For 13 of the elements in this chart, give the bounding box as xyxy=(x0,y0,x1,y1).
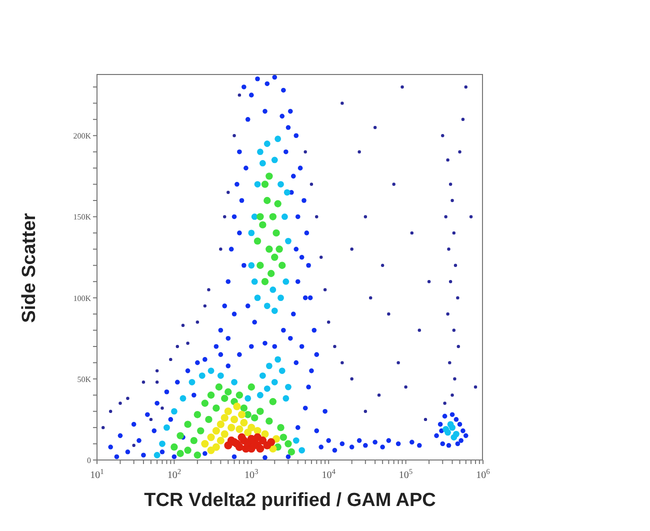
y-tick-label: 50K xyxy=(77,374,92,384)
x-axis-title: TCR Vdelta2 purified / GAM APC xyxy=(143,490,437,512)
y-tick-label: 100K xyxy=(73,294,92,303)
x-tick-label: 10$^{6}$ xyxy=(476,466,490,481)
x-tick-label: 10$^{2}$ xyxy=(167,466,182,481)
y-axis-title: Side Scatter xyxy=(19,213,41,323)
x-tick-label: 10$^{1}$ xyxy=(90,466,104,481)
x-tick-label: 10$^{5}$ xyxy=(398,466,413,481)
y-tick-label: 200K xyxy=(73,132,92,141)
y-tick-label: 0 xyxy=(87,456,91,465)
x-tick-label: 10$^{4}$ xyxy=(322,466,336,481)
y-tick-label: 150K xyxy=(73,212,92,222)
x-tick-label: 10$^{3}$ xyxy=(244,466,259,481)
